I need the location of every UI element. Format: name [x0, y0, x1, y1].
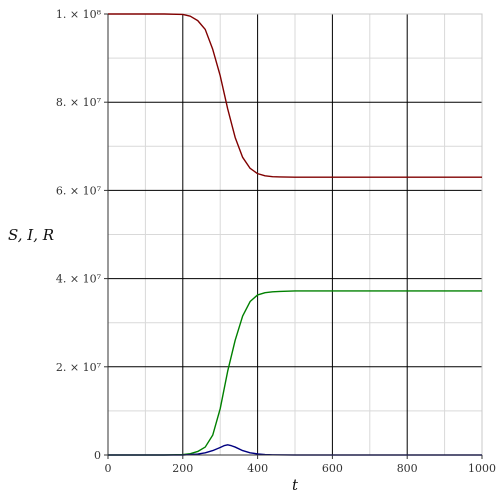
y-axis-ticks: 0 2. × 10⁷ 4. × 10⁷ 6. × 10⁷ 8. × 10⁷ 1. × 10…: [56, 8, 108, 462]
y-tick-label: 2. × 10⁷: [56, 361, 102, 374]
y-tick-label: 0: [94, 449, 101, 462]
y-tick-label: 8. × 10⁷: [56, 96, 102, 109]
x-tick-label: 400: [247, 462, 268, 475]
y-tick-label: 4. × 10⁷: [56, 273, 102, 286]
x-tick-label: 1000: [468, 462, 496, 475]
series-line-1: [108, 13, 482, 178]
x-tick-label: 200: [172, 462, 193, 475]
y-axis-title: S, I, R: [8, 226, 54, 244]
y-tick-label: 1. × 10⁸: [56, 8, 102, 21]
minor-grid: [108, 14, 482, 455]
x-axis-title: t: [292, 476, 299, 494]
x-tick-label: 0: [105, 462, 112, 475]
x-tick-label: 800: [397, 462, 418, 475]
x-axis-ticks: 0 200 400 600 800 1000: [105, 455, 496, 475]
x-tick-label: 600: [322, 462, 343, 475]
y-tick-label: 6. × 10⁷: [56, 184, 102, 197]
